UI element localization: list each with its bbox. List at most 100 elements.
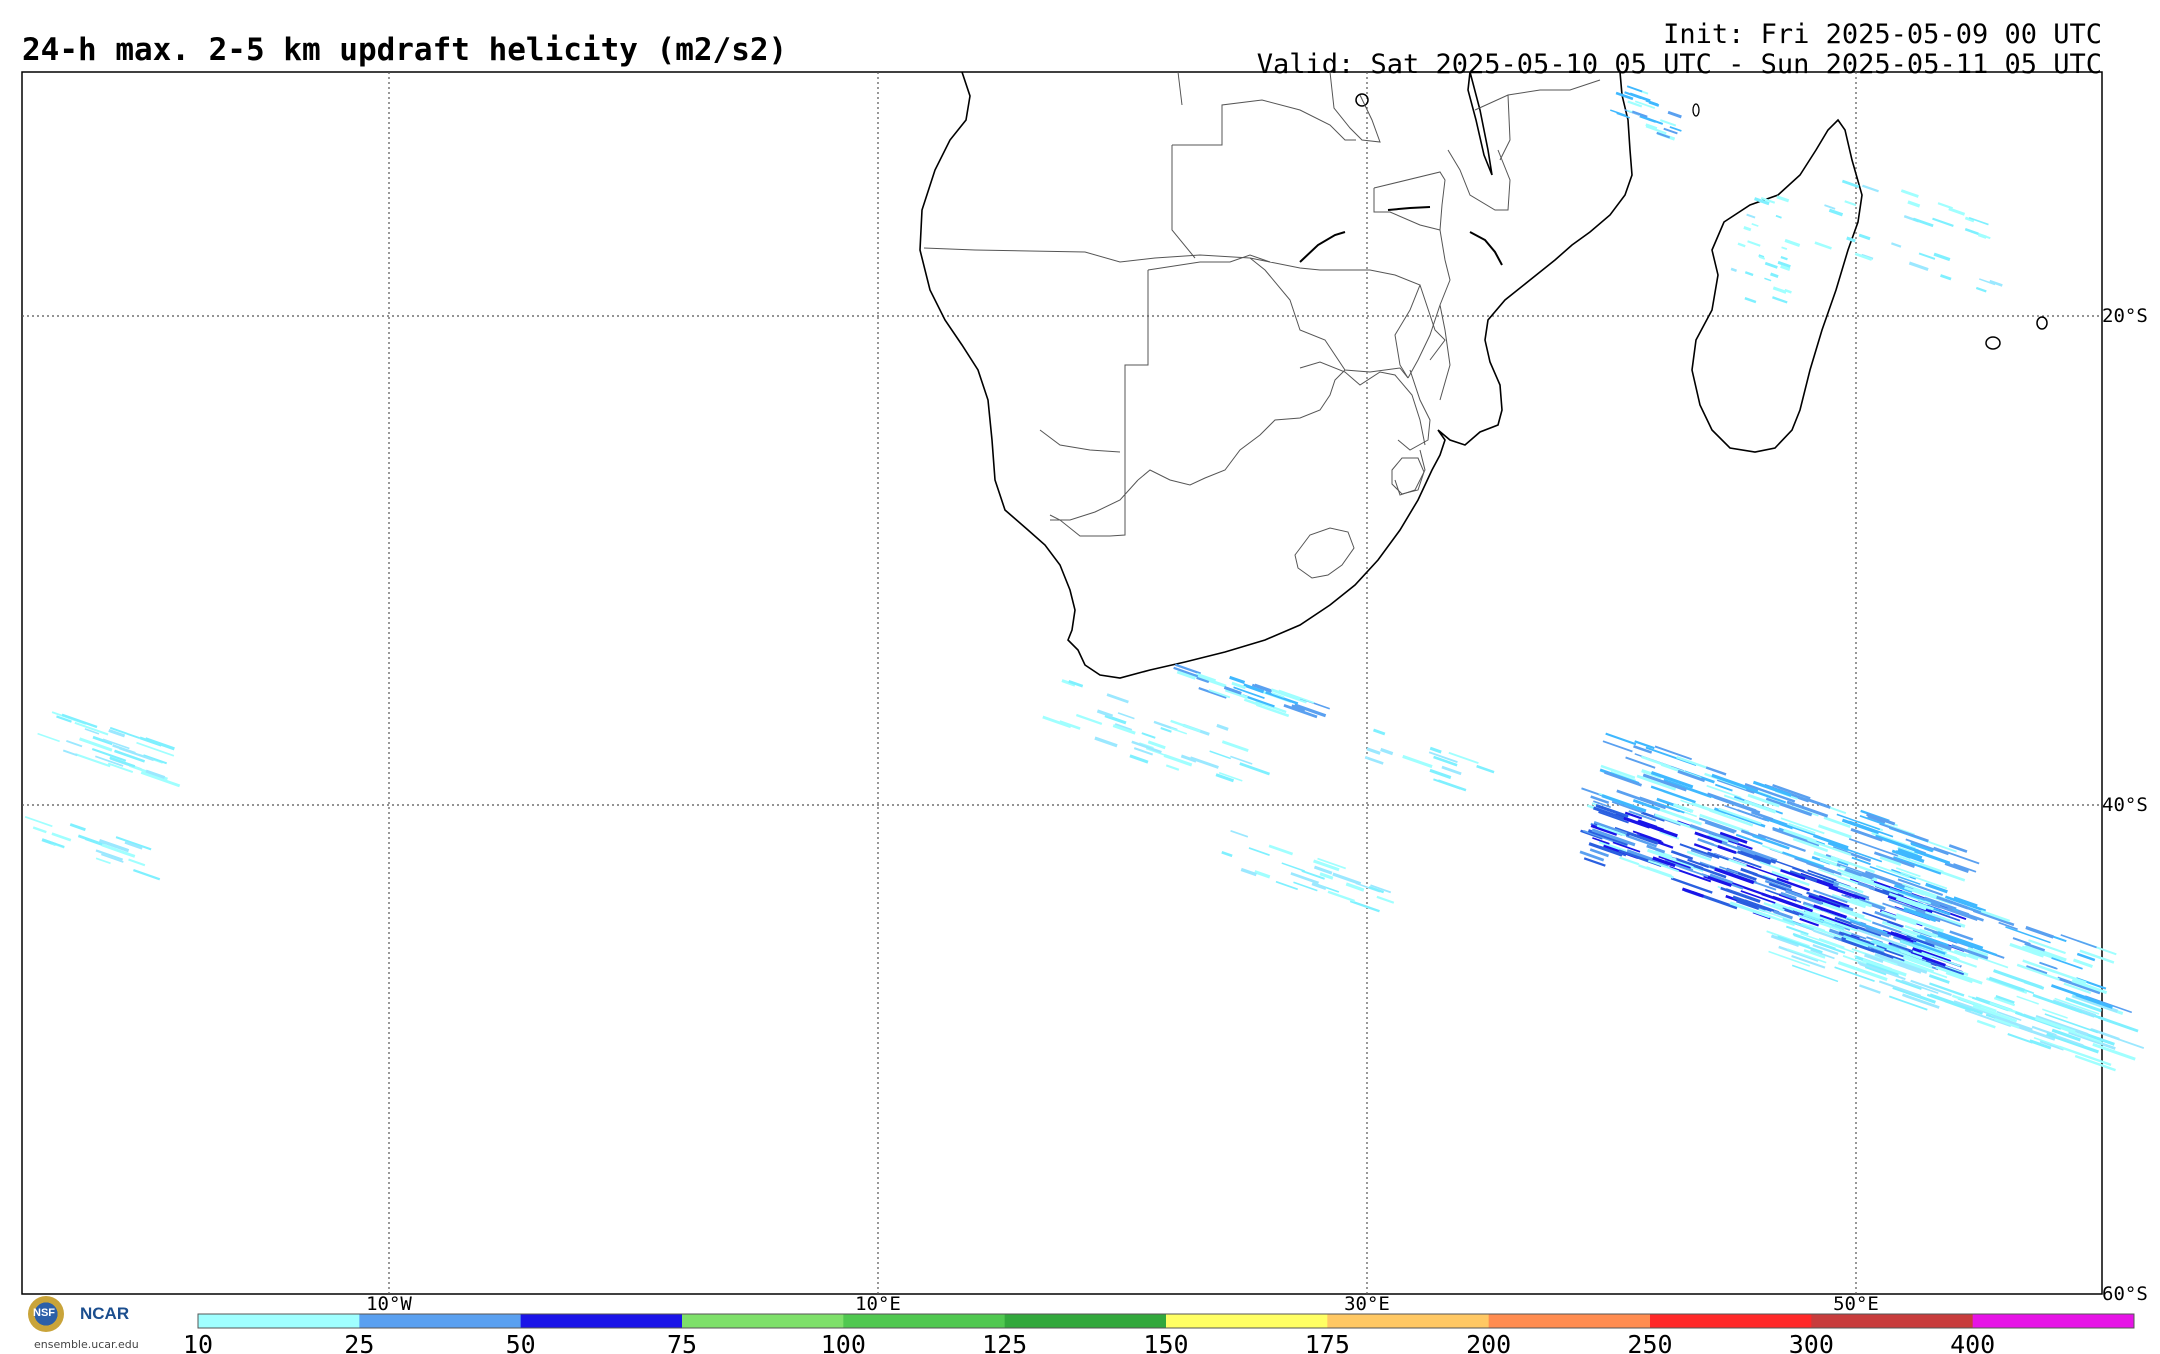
helicity-streak [2072,994,2119,1013]
helicity-streak [114,749,146,763]
map-frame [21,71,2103,1295]
helicity-streak [2033,1037,2063,1049]
helicity-streak [1988,976,2025,992]
island-comoros [1692,103,1700,117]
helicity-streak [1251,683,1272,693]
helicity-streak [1807,869,1837,882]
colorbar-tick-label: 25 [344,1330,374,1354]
colorbar-border [197,1313,2135,1329]
helicity-streak [1772,296,1788,304]
helicity-streak [1592,837,1610,845]
helicity-streak [1787,948,1827,964]
helicity-streak [128,858,146,867]
helicity-streak [1865,962,1899,977]
helicity-streak [1919,863,1966,882]
helicity-streak [1919,934,1949,947]
helicity-streak [1703,874,1732,888]
helicity-streak [1663,127,1678,135]
helicity-streak [1780,891,1797,901]
helicity-streak [2024,942,2046,952]
helicity-streak [1912,946,1952,963]
helicity-streak [1874,834,1919,853]
helicity-streak [1915,909,1962,928]
helicity-streak [1746,213,1756,219]
helicity-streak [1294,703,1327,718]
helicity-streak [1670,877,1713,894]
helicity-streak [77,834,105,847]
helicity-streak [1626,85,1643,93]
helicity-streak [1937,931,1984,950]
helicity-streak [1587,829,1629,846]
helicity-streak [1897,848,1923,860]
helicity-streak [1601,794,1647,813]
helicity-streak [1895,897,1927,911]
helicity-streak [1858,233,1871,241]
helicity-streak [1612,841,1641,853]
helicity-streak [1812,944,1839,955]
helicity-streak [1671,858,1704,872]
helicity-streak [1888,995,1928,1011]
helicity-streak [1784,238,1801,247]
helicity-streak [1865,870,1896,884]
helicity-streak [1814,241,1832,250]
helicity-streak [2023,980,2045,990]
helicity-streak [1907,200,1921,208]
helicity-streak [1819,901,1862,919]
helicity-streak [1928,974,1950,984]
helicity-streak [1737,809,1767,822]
helicity-streak [1953,896,1978,907]
helicity-streak [1627,100,1643,108]
helicity-streak [1782,917,1815,931]
helicity-streak [1870,948,1905,963]
helicity-streak [1849,820,1894,838]
helicity-streak [1772,286,1787,294]
helicity-streak [1654,813,1697,831]
helicity-streak [1930,949,1978,968]
colorbar-swatch [1488,1314,1651,1328]
helicity-streak [1944,895,1987,913]
helicity-streak [1892,986,1936,1004]
helicity-streak [1589,848,1609,858]
helicity-streak [1373,728,1386,736]
helicity-streak [1902,993,1940,1009]
helicity-streak [1223,686,1242,695]
helicity-streak [1659,119,1677,127]
helicity-streak [1173,666,1199,678]
lon-label-30e: 30°E [1344,1293,1390,1315]
helicity-streak [1732,856,1762,869]
helicity-streak [42,838,65,848]
helicity-streak [1775,214,1782,219]
helicity-streak [1705,766,1727,776]
helicity-streak [1256,703,1290,718]
helicity-streak [1791,954,1826,969]
helicity-streak [1704,820,1736,834]
helicity-streaks [24,85,2145,1072]
helicity-streak [1777,935,1823,954]
helicity-streak [2090,1028,2120,1041]
helicity-streak [1231,681,1247,690]
helicity-streak [1624,811,1643,820]
valid-time: Valid: Sat 2025-05-10 05 UTC - Sun 2025-… [1256,49,2102,80]
helicity-streak [1366,747,1381,755]
helicity-streak [1291,704,1306,712]
helicity-streak [1707,792,1757,812]
helicity-streak [24,815,53,828]
helicity-streak [1777,260,1791,269]
helicity-streak [1370,884,1392,894]
helicity-streak [1129,754,1149,764]
helicity-streak [1699,813,1750,834]
helicity-streak [1654,849,1673,859]
helicity-streak [1271,692,1285,698]
helicity-streak [2026,965,2048,975]
colorbar-swatch [1166,1314,1328,1328]
helicity-streak [2056,976,2101,995]
helicity-streak [1633,745,1653,754]
helicity-streak [1254,870,1271,879]
helicity-streak [62,749,78,757]
helicity-streak [1925,882,1948,894]
helicity-streak [1598,840,1627,853]
helicity-streak [1879,822,1929,842]
helicity-streak [1910,979,1952,997]
helicity-streak [1799,917,1819,927]
helicity-streak [1694,831,1723,844]
